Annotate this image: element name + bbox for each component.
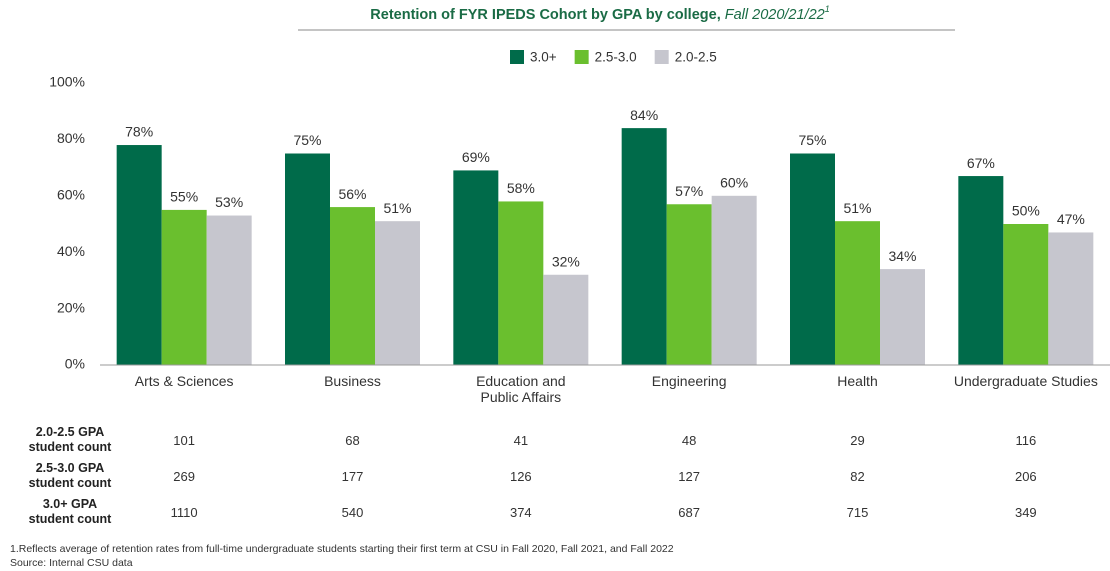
table-cell: 101 xyxy=(173,433,195,448)
bar xyxy=(116,145,162,365)
bar xyxy=(543,274,589,365)
bar xyxy=(1048,232,1094,365)
x-tick-label: Business xyxy=(324,373,381,389)
table-row-label: 2.5-3.0 GPA student count xyxy=(28,461,112,490)
legend-label: 2.5-3.0 xyxy=(595,50,637,65)
legend-swatch xyxy=(574,50,589,64)
value-label: 69% xyxy=(462,149,490,165)
table-cell: 41 xyxy=(513,433,529,448)
bar xyxy=(453,170,499,365)
table-row-label: 2.0-2.5 GPA student count xyxy=(28,425,112,454)
bar xyxy=(330,207,375,365)
bar xyxy=(375,221,420,365)
table-row-label: 3.0+ GPA student count xyxy=(28,497,112,526)
table-cell: 374 xyxy=(509,505,532,520)
footnote: Source: Internal CSU data xyxy=(10,557,133,569)
table-cell: 349 xyxy=(1014,505,1037,520)
table-cell: 540 xyxy=(341,505,364,520)
bar xyxy=(621,128,667,365)
y-tick-label: 0% xyxy=(65,356,85,372)
table-cell: 1110 xyxy=(170,505,198,520)
value-label: 34% xyxy=(888,248,916,264)
bar xyxy=(1003,224,1049,365)
x-tick-label: Arts & Sciences xyxy=(134,373,234,389)
bar xyxy=(958,176,1004,365)
bar xyxy=(835,221,880,365)
table-cell: 687 xyxy=(678,505,700,520)
y-tick-label: 80% xyxy=(57,130,85,146)
table-cell: 269 xyxy=(173,469,195,484)
x-tick-label: Undergraduate Studies xyxy=(953,373,1098,389)
value-label: 32% xyxy=(552,253,580,269)
table-cell: 177 xyxy=(341,469,364,484)
value-label: 75% xyxy=(293,132,321,148)
bar xyxy=(161,209,207,365)
table-cell: 127 xyxy=(678,469,700,484)
table-cell: 29 xyxy=(850,433,865,448)
bar xyxy=(790,153,835,365)
legend-swatch xyxy=(510,50,524,64)
value-label: 75% xyxy=(798,132,826,148)
bar xyxy=(498,201,544,365)
bar xyxy=(666,204,712,365)
value-label: 51% xyxy=(843,200,871,216)
value-label: 57% xyxy=(675,183,703,199)
title-main: Retention of FYR IPEDS Cohort by GPA by … xyxy=(370,7,720,23)
y-tick-label: 20% xyxy=(57,299,85,315)
x-tick-label: Engineering xyxy=(651,373,727,389)
table-cell: 68 xyxy=(345,433,360,448)
table-cell: 206 xyxy=(1014,469,1037,484)
title-footnote-mark: 1 xyxy=(825,4,830,14)
x-tick-label: Health xyxy=(837,373,878,389)
value-label: 56% xyxy=(338,186,366,202)
value-label: 47% xyxy=(1057,211,1085,227)
value-label: 51% xyxy=(383,200,411,216)
y-tick-label: 100% xyxy=(49,74,85,90)
footnote: 1.Reflects average of retention rates fr… xyxy=(10,543,674,555)
legend-label: 2.0-2.5 xyxy=(675,50,717,65)
value-label: 58% xyxy=(507,180,535,196)
y-tick-label: 40% xyxy=(57,243,85,259)
bar xyxy=(206,215,252,365)
value-label: 55% xyxy=(170,189,198,205)
value-label: 53% xyxy=(215,194,243,210)
value-label: 50% xyxy=(1012,203,1040,219)
table-cell: 126 xyxy=(509,469,532,484)
table-cell: 82 xyxy=(850,469,865,484)
value-label: 60% xyxy=(720,175,748,191)
table-cell: 116 xyxy=(1015,433,1037,448)
chart-title: Retention of FYR IPEDS Cohort by GPA by … xyxy=(370,4,829,22)
value-label: 67% xyxy=(967,155,995,171)
title-period: Fall 2020/21/22 xyxy=(725,7,825,23)
legend-label: 3.0+ xyxy=(530,50,557,65)
x-tick-label: Education and Public Affairs xyxy=(476,373,566,405)
table-cell: 715 xyxy=(846,505,869,520)
bar xyxy=(285,153,330,365)
bar xyxy=(880,269,925,365)
value-label: 78% xyxy=(125,124,153,140)
value-label: 84% xyxy=(630,107,658,123)
bar xyxy=(711,195,757,365)
y-tick-label: 60% xyxy=(57,187,85,203)
table-cell: 48 xyxy=(681,433,697,448)
legend-swatch xyxy=(654,50,669,64)
